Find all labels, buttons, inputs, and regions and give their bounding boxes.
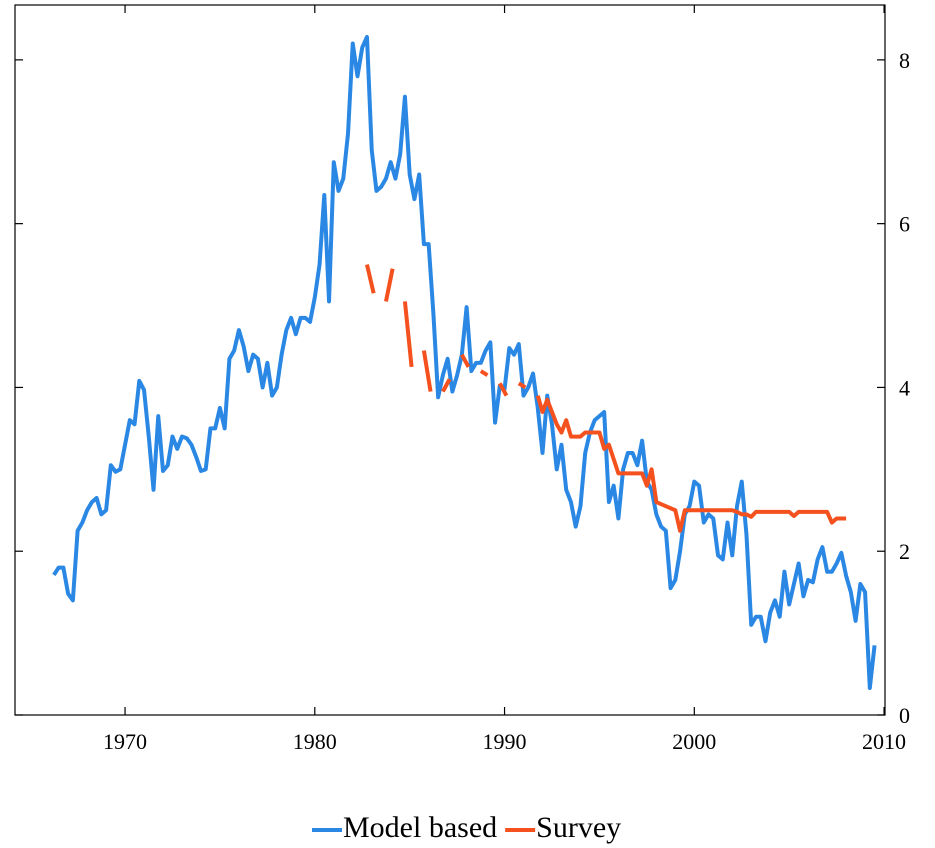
- x-tick-label: 1990: [483, 729, 527, 754]
- x-tick-label: 1970: [103, 729, 147, 754]
- series-line: [365, 264, 847, 533]
- plot-frame: [14, 4, 886, 716]
- y-tick-label: 8: [899, 48, 910, 73]
- legend-label: Model based: [343, 811, 497, 844]
- legend-label: Survey: [536, 811, 621, 844]
- y-tick-label: 0: [899, 703, 910, 728]
- y-tick-label: 6: [899, 212, 910, 237]
- x-tick-label: 2000: [672, 729, 716, 754]
- y-tick-label: 4: [899, 375, 910, 400]
- x-tick-label: 1980: [293, 729, 337, 754]
- x-tick-label: 2010: [862, 729, 906, 754]
- y-tick-label: 2: [899, 539, 910, 564]
- series-line: [52, 34, 877, 690]
